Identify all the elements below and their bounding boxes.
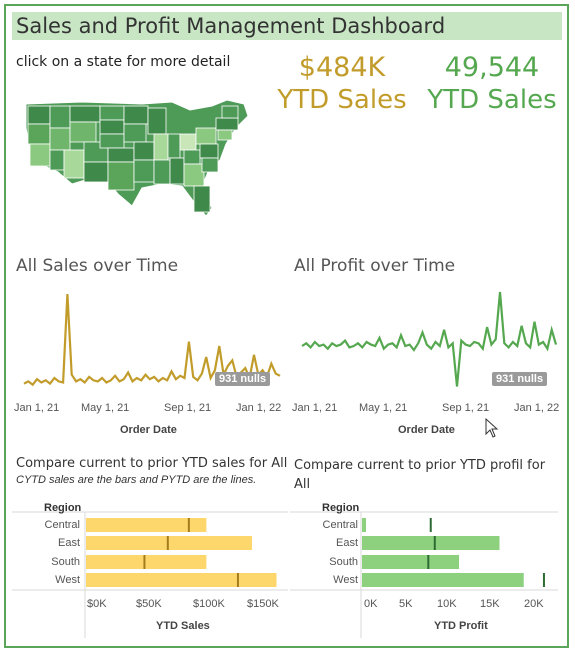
state[interactable] bbox=[217, 129, 233, 141]
state[interactable] bbox=[99, 133, 125, 149]
title-bar: Sales and Profit Management Dashboard bbox=[12, 12, 562, 40]
state[interactable] bbox=[183, 163, 205, 187]
sales-time-title: All Sales over Time bbox=[16, 256, 179, 276]
sales-tick-1: May 1, 21 bbox=[81, 402, 130, 414]
profit-compare-title: Compare current to prior YTD profil for … bbox=[294, 458, 546, 492]
dashboard-frame bbox=[4, 4, 569, 648]
sales-region-central: Central bbox=[44, 519, 80, 531]
state[interactable] bbox=[123, 105, 149, 125]
profit-tick-0: Jan 1, 21 bbox=[292, 402, 338, 414]
kpi-profit-value: 49,544 bbox=[444, 52, 540, 83]
profit-tick-1: May 1, 21 bbox=[359, 402, 408, 414]
state[interactable] bbox=[69, 121, 97, 143]
cytd-bar[interactable] bbox=[362, 518, 367, 532]
profit-time-chart[interactable] bbox=[300, 288, 560, 392]
state[interactable] bbox=[215, 117, 239, 131]
state[interactable] bbox=[199, 143, 219, 159]
state[interactable] bbox=[133, 159, 155, 183]
state[interactable] bbox=[133, 141, 155, 161]
state[interactable] bbox=[63, 149, 85, 179]
state[interactable] bbox=[29, 143, 51, 167]
profit-cmp-x-axis-title: YTD Profit bbox=[434, 620, 488, 632]
sales-region-east: East bbox=[57, 537, 80, 549]
state[interactable] bbox=[69, 105, 101, 123]
cytd-bar[interactable] bbox=[362, 555, 460, 569]
kpi-sales-label: YTD Sales bbox=[277, 85, 407, 115]
state[interactable] bbox=[99, 119, 125, 135]
profit-cmp-tick-4: 20K bbox=[524, 598, 544, 610]
profit-time-title: All Profit over Time bbox=[294, 256, 456, 276]
state[interactable] bbox=[169, 157, 185, 185]
state[interactable] bbox=[123, 123, 147, 143]
cytd-bar[interactable] bbox=[362, 536, 500, 550]
cytd-bar[interactable] bbox=[86, 518, 207, 532]
cytd-bar[interactable] bbox=[86, 555, 207, 569]
state[interactable] bbox=[107, 147, 135, 163]
sales-cmp-tick-0: $0K bbox=[87, 598, 107, 610]
cytd-bar[interactable] bbox=[86, 536, 252, 550]
sales-region-west: West bbox=[55, 574, 80, 586]
kpi-sales-value: $484K bbox=[298, 52, 386, 83]
sales-region-south: South bbox=[51, 556, 80, 568]
map-hint: click on a state for more detail bbox=[16, 54, 231, 70]
cytd-bar[interactable] bbox=[362, 573, 524, 587]
profit-cmp-tick-2: 10K bbox=[437, 598, 457, 610]
profit-region-central: Central bbox=[322, 519, 358, 531]
sales-tick-3: Jan 1, 22 bbox=[236, 402, 282, 414]
state[interactable] bbox=[167, 133, 181, 159]
profit-nulls-badge[interactable]: 931 nulls bbox=[492, 372, 548, 386]
kpi-profit: 49,544 YTD Sales bbox=[422, 52, 562, 116]
series-line[interactable] bbox=[301, 291, 558, 387]
sales-region-header: Region bbox=[44, 502, 82, 514]
state[interactable] bbox=[153, 133, 169, 161]
state[interactable] bbox=[49, 105, 71, 129]
profit-region-west: West bbox=[333, 574, 358, 586]
sales-compare-chart[interactable] bbox=[12, 500, 288, 640]
state[interactable] bbox=[183, 149, 201, 165]
sales-cmp-tick-2: $100K bbox=[193, 598, 225, 610]
sales-compare-title: Compare current to prior YTD sales for A… bbox=[16, 456, 288, 471]
state[interactable] bbox=[153, 159, 171, 185]
state[interactable] bbox=[107, 161, 135, 191]
state[interactable] bbox=[147, 107, 167, 135]
cytd-bar[interactable] bbox=[86, 573, 277, 587]
sales-compare-subtitle: CYTD sales are the bars and PYTD are the… bbox=[16, 474, 257, 486]
state[interactable] bbox=[221, 105, 239, 119]
sales-tick-2: Sep 1, 21 bbox=[164, 402, 212, 414]
sales-cmp-x-axis-title: YTD Sales bbox=[156, 620, 210, 632]
state[interactable] bbox=[99, 105, 125, 121]
profit-region-south: South bbox=[329, 556, 358, 568]
profit-region-header: Region bbox=[322, 502, 360, 514]
mouse-cursor-icon bbox=[485, 418, 499, 438]
state[interactable] bbox=[49, 149, 65, 171]
state[interactable] bbox=[195, 127, 217, 145]
state[interactable] bbox=[27, 105, 51, 125]
dashboard-title: Sales and Profit Management Dashboard bbox=[16, 14, 446, 38]
state[interactable] bbox=[27, 123, 51, 145]
kpi-sales: $484K YTD Sales bbox=[272, 52, 412, 116]
profit-cmp-tick-3: 15K bbox=[480, 598, 500, 610]
profit-cmp-tick-0: 0K bbox=[364, 598, 378, 610]
map-states[interactable] bbox=[27, 105, 239, 213]
profit-x-axis-title: Order Date bbox=[398, 424, 455, 436]
state[interactable] bbox=[49, 127, 71, 151]
sales-cmp-tick-3: $150K bbox=[247, 598, 279, 610]
profit-cmp-tick-1: 5K bbox=[399, 598, 413, 610]
sales-tick-0: Jan 1, 21 bbox=[14, 402, 60, 414]
state[interactable] bbox=[83, 161, 109, 183]
state[interactable] bbox=[193, 185, 211, 213]
state[interactable] bbox=[179, 133, 197, 151]
sales-x-axis-title: Order Date bbox=[120, 424, 177, 436]
profit-tick-3: Jan 1, 22 bbox=[514, 402, 560, 414]
profit-region-east: East bbox=[335, 537, 358, 549]
sales-nulls-badge[interactable]: 931 nulls bbox=[215, 372, 271, 386]
state[interactable] bbox=[201, 157, 219, 173]
sales-cmp-tick-1: $50K bbox=[136, 598, 162, 610]
kpi-profit-label: YTD Sales bbox=[427, 85, 557, 115]
profit-tick-2: Sep 1, 21 bbox=[442, 402, 490, 414]
profit-compare-chart[interactable] bbox=[290, 500, 558, 640]
us-state-map[interactable] bbox=[22, 98, 252, 220]
